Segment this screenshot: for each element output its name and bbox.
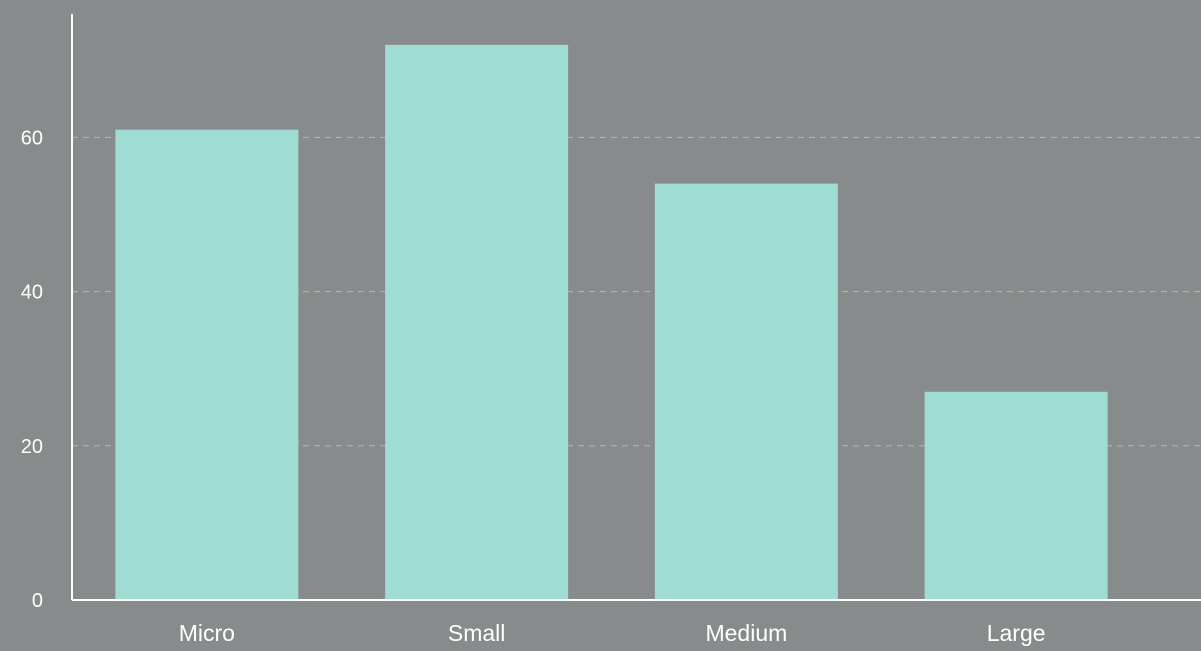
y-tick-labels: 0 20 40 60 — [21, 127, 43, 612]
x-tick-label-small: Small — [448, 620, 506, 646]
bar-small — [385, 44, 569, 601]
bars — [115, 44, 1108, 601]
bar-micro — [115, 129, 299, 600]
x-tick-label-micro: Micro — [179, 620, 235, 646]
x-tick-label-large: Large — [987, 620, 1046, 646]
x-tick-label-medium: Medium — [705, 620, 787, 646]
y-tick-label: 60 — [21, 127, 43, 149]
bar-large — [924, 391, 1108, 600]
y-tick-label: 0 — [32, 590, 43, 612]
axes — [71, 14, 1201, 601]
y-tick-label: 20 — [21, 436, 43, 458]
y-tick-label: 40 — [21, 282, 43, 304]
bar-medium — [654, 183, 838, 600]
x-tick-labels: Micro Small Medium Large — [179, 620, 1046, 646]
